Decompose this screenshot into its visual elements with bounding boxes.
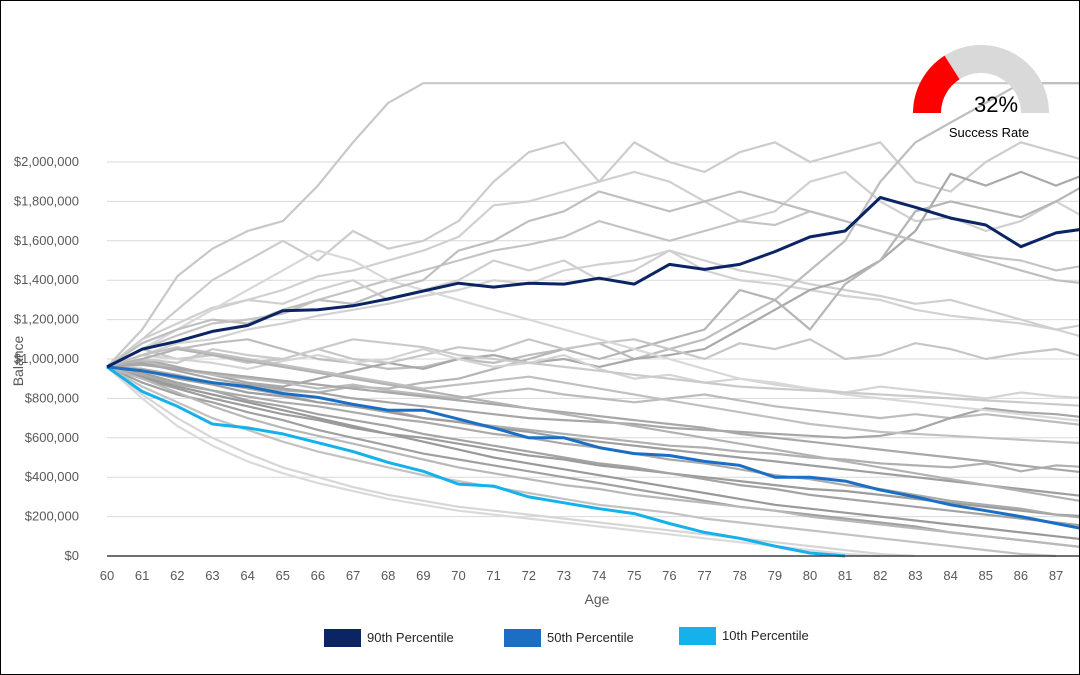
x-tick-label: 77: [697, 568, 711, 583]
y-axis-title: Balance: [10, 335, 26, 386]
simulation-path: [106, 348, 1079, 400]
x-tick-label: 65: [276, 568, 290, 583]
x-tick-label: 78: [732, 568, 746, 583]
legend-item-50th: 50th Percentile: [504, 629, 634, 647]
simulation-path: [106, 249, 1079, 368]
series-10th-percentile: [106, 365, 846, 558]
legend-item-90th: 90th Percentile: [324, 629, 454, 647]
x-axis-title: Age: [585, 591, 610, 607]
simulation-path: [106, 346, 1079, 445]
x-tick-label: 84: [943, 568, 957, 583]
simulation-path: [106, 365, 1079, 497]
legend: 90th Percentile 50th Percentile 10th Per…: [324, 627, 809, 647]
simulation-path: [106, 365, 1079, 519]
x-tick-label: 72: [522, 568, 536, 583]
simulation-path: [106, 190, 1079, 368]
legend-swatch-50th: [504, 629, 541, 647]
simulation-path: [106, 249, 1079, 422]
x-tick-label: 83: [908, 568, 922, 583]
simulation-path: [106, 365, 1079, 548]
x-tick-label: 66: [311, 568, 325, 583]
simulation-path: [106, 365, 1079, 527]
simulation-path: [106, 82, 1079, 370]
y-tick-label: $1,200,000: [14, 312, 79, 327]
simulation-path: [106, 170, 1079, 368]
y-tick-label: $1,400,000: [14, 272, 79, 287]
y-tick-label: $400,000: [25, 469, 79, 484]
y-tick-label: $2,000,000: [14, 154, 79, 169]
x-tick-label: 71: [486, 568, 500, 583]
x-tick-label: 60: [100, 568, 114, 583]
simulation-path: [106, 366, 881, 558]
x-tick-label: 73: [557, 568, 571, 583]
success-rate-label: Success Rate: [949, 125, 1029, 140]
x-tick-label: 63: [205, 568, 219, 583]
x-tick-label: 64: [240, 568, 254, 583]
y-tick-label: $1,000,000: [14, 351, 79, 366]
x-tick-labels: 60 61 62 63 64 65 66 67 68 69 70 71 72 73 74 75 76 77 78 79…: [100, 568, 1064, 583]
y-tick-label: $800,000: [25, 390, 79, 405]
x-tick-label: 62: [170, 568, 184, 583]
simulation-path: [106, 141, 1079, 368]
x-tick-label: 70: [451, 568, 465, 583]
simulation-path: [106, 365, 1079, 540]
legend-label-50th: 50th Percentile: [547, 630, 634, 645]
y-tick-label: $600,000: [25, 430, 79, 445]
simulation-paths: [106, 82, 1079, 558]
x-tick-label: 68: [381, 568, 395, 583]
x-tick-label: 87: [1049, 568, 1063, 583]
percentile-series: [106, 196, 1079, 558]
simulation-path: [106, 359, 1079, 426]
simulation-path: [106, 366, 916, 558]
simulation-path: [106, 348, 1079, 502]
x-tick-label: 81: [838, 568, 852, 583]
y-tick-labels: $0 $200,000 $400,000 $600,000 $800,000 $1,000…: [14, 154, 79, 563]
legend-swatch-90th: [324, 629, 361, 647]
x-tick-label: 79: [768, 568, 782, 583]
simulation-path: [106, 170, 1079, 388]
x-tick-label: 82: [873, 568, 887, 583]
series-90th-percentile: [106, 196, 1079, 369]
x-tick-label: 85: [979, 568, 993, 583]
x-tick-label: 69: [416, 568, 430, 583]
x-tick-label: 86: [1014, 568, 1028, 583]
legend-label-10th: 10th Percentile: [722, 628, 809, 643]
x-tick-label: 76: [662, 568, 676, 583]
y-tick-label: $1,600,000: [14, 233, 79, 248]
simulation-path: [106, 365, 1057, 558]
x-tick-label: 80: [803, 568, 817, 583]
simulation-path: [106, 365, 1079, 518]
gauge-fill: [913, 55, 960, 113]
series-50th-percentile: [106, 365, 1079, 530]
success-rate-gauge: 32% Success Rate: [913, 44, 1049, 140]
y-tick-label: $200,000: [25, 509, 79, 524]
legend-label-90th: 90th Percentile: [367, 630, 454, 645]
y-tick-label: $0: [65, 548, 79, 563]
simulation-path: [106, 338, 1079, 407]
legend-swatch-10th: [679, 627, 716, 645]
y-tick-label: $1,800,000: [14, 193, 79, 208]
legend-item-10th: 10th Percentile: [679, 627, 809, 645]
simulation-path: [106, 363, 1079, 474]
gauge-track: [944, 44, 1049, 113]
x-tick-label: 61: [135, 568, 149, 583]
success-rate-value: 32%: [974, 92, 1018, 117]
simulation-path: [106, 82, 1079, 368]
x-tick-label: 74: [592, 568, 606, 583]
x-tick-label: 75: [627, 568, 641, 583]
x-tick-label: 67: [346, 568, 360, 583]
